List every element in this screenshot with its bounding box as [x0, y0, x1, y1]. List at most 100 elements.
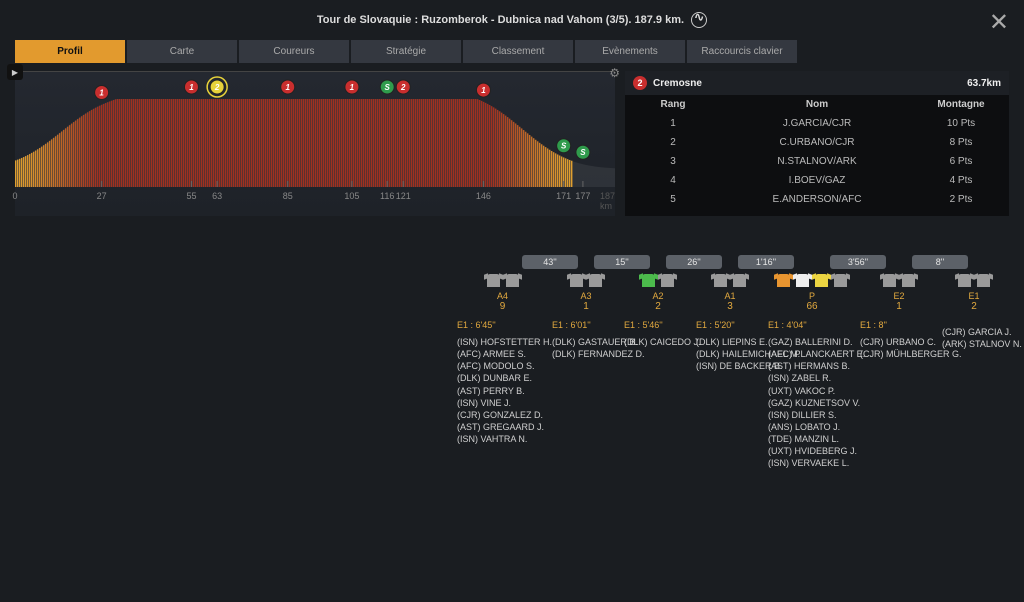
rider-name: (ISN) ZABEL R. [766, 372, 858, 384]
tab-classement[interactable]: Classement [463, 40, 573, 63]
climb-results-panel: 2 Cremosne 63.7km Rang Nom Montagne 1J.G… [625, 71, 1009, 216]
race-groups: 43''15''26''1'16''3'56''8''A49E1 : 6'45'… [455, 255, 1024, 470]
jersey-icon [661, 274, 674, 287]
group-label: E2 [858, 291, 940, 301]
gear-icon[interactable]: ⚙ [609, 66, 620, 80]
jersey-icon [815, 274, 828, 287]
km-tick: 27 [97, 191, 107, 201]
group-time-gap: E1 : 6'45'' [455, 320, 550, 330]
climb-category-badge: 2 [633, 76, 647, 90]
svg-text:S: S [561, 142, 567, 151]
tab-carte[interactable]: Carte [127, 40, 237, 63]
group-gap-badge: 3'56'' [830, 255, 886, 269]
rider-name: (AFC) ARMEE S. [455, 348, 550, 360]
group-label: A3 [550, 291, 622, 301]
svg-text:S: S [580, 148, 586, 157]
group-time-gap: E1 : 5'46'' [622, 320, 694, 330]
svg-text:2: 2 [214, 83, 220, 92]
svg-text:1: 1 [286, 83, 291, 92]
group-count: 2 [622, 301, 694, 312]
rider-name: (AFC) PLANCKAERT E. [766, 348, 858, 360]
rider-name: (DLK) LIEPINS E. [694, 336, 766, 348]
jersey-icon [589, 274, 602, 287]
route-icon [691, 12, 707, 28]
svg-text:2: 2 [400, 83, 406, 92]
rider-name: (CJR) GARCIA J. [940, 326, 1008, 338]
tab-raccourcis-clavier[interactable]: Raccourcis clavier [687, 40, 797, 63]
results-row: 3N.STALNOV/ARK6 Pts [625, 152, 1009, 171]
svg-text:1: 1 [99, 89, 104, 98]
rider-name: (UXT) HVIDEBERG J. [766, 445, 858, 457]
jersey-icon [487, 274, 500, 287]
jersey-icon [642, 274, 655, 287]
km-tick: 121 [396, 191, 411, 201]
jersey-icon [777, 274, 790, 287]
group-gap-badge: 43'' [522, 255, 578, 269]
jersey-icon [714, 274, 727, 287]
rider-name: (ANS) LOBATO J. [766, 421, 858, 433]
results-row: 5E.ANDERSON/AFC2 Pts [625, 190, 1009, 209]
results-row: 2C.URBANO/CJR8 Pts [625, 133, 1009, 152]
rider-name: (AFC) MODOLO S. [455, 360, 550, 372]
rider-name: (AST) GREGAARD J. [455, 421, 550, 433]
rider-name: (ISN) DE BACKER B. [694, 360, 766, 372]
results-row: 4I.BOEV/GAZ4 Pts [625, 171, 1009, 190]
jersey-icon [883, 274, 896, 287]
group-gap-badge: 15'' [594, 255, 650, 269]
group-count: 66 [766, 301, 858, 312]
jersey-icon [570, 274, 583, 287]
play-icon[interactable]: ▶ [7, 64, 23, 80]
rider-name: (ISN) VERVAEKE L. [766, 457, 858, 469]
km-tick: 0 [12, 191, 17, 201]
group-label: A1 [694, 291, 766, 301]
tab-coureurs[interactable]: Coureurs [239, 40, 349, 63]
col-pts: Montagne [921, 99, 1001, 110]
climb-distance: 63.7km [967, 78, 1001, 89]
group-count: 9 [455, 301, 550, 312]
km-tick: 85 [283, 191, 293, 201]
rider-name: (CJR) MÜHLBERGER G. [858, 348, 940, 360]
svg-text:1: 1 [350, 83, 355, 92]
jersey-icon [733, 274, 746, 287]
rider-name: (ARK) STALNOV N. [940, 338, 1008, 350]
group-count: 1 [550, 301, 622, 312]
rider-name: (AST) HERMANS B. [766, 360, 858, 372]
km-tick: 177 [575, 191, 590, 201]
km-tick: 105 [344, 191, 359, 201]
rider-name: (DLK) GASTAUER B. [550, 336, 622, 348]
group-gap-badge: 26'' [666, 255, 722, 269]
group-time-gap: E1 : 5'20'' [694, 320, 766, 330]
group-count: 3 [694, 301, 766, 312]
tab-stratégie[interactable]: Stratégie [351, 40, 461, 63]
col-rank: Rang [633, 99, 713, 110]
climb-name: Cremosne [653, 78, 967, 89]
group-time-gap: E1 : 8'' [858, 320, 940, 330]
jersey-icon [958, 274, 971, 287]
rider-name: (TDE) MANZIN L. [766, 433, 858, 445]
group-time-gap: E1 : 4'04'' [766, 320, 858, 330]
elevation-profile: ▶ ⚙ 11211S21SS 0275563851051161211461711… [15, 71, 615, 216]
group-label: A4 [455, 291, 550, 301]
group-time-gap: E1 : 6'01'' [550, 320, 622, 330]
tab-evènements[interactable]: Evènements [575, 40, 685, 63]
rider-name: (DLK) DUNBAR E. [455, 372, 550, 384]
jersey-icon [796, 274, 809, 287]
group-label: E1 [940, 291, 1008, 301]
stage-title: Tour de Slovaquie : Ruzomberok - Dubnica… [317, 14, 684, 26]
km-tick: 146 [476, 191, 491, 201]
group-count: 2 [940, 301, 1008, 312]
rider-name: (CJR) URBANO C. [858, 336, 940, 348]
jersey-icon [902, 274, 915, 287]
rider-name: (GAZ) BALLERINI D. [766, 336, 858, 348]
group-label: A2 [622, 291, 694, 301]
close-icon[interactable]: ✕ [989, 8, 1009, 37]
group-gap-badge: 1'16'' [738, 255, 794, 269]
svg-text:S: S [385, 83, 391, 92]
tab-profil[interactable]: Profil [15, 40, 125, 63]
svg-text:1: 1 [189, 83, 194, 92]
rider-name: (ISN) DILLIER S. [766, 409, 858, 421]
results-row: 1J.GARCIA/CJR10 Pts [625, 114, 1009, 133]
svg-text:1: 1 [481, 86, 486, 95]
rider-name: (CJR) GONZALEZ D. [455, 409, 550, 421]
col-name: Nom [713, 99, 921, 110]
